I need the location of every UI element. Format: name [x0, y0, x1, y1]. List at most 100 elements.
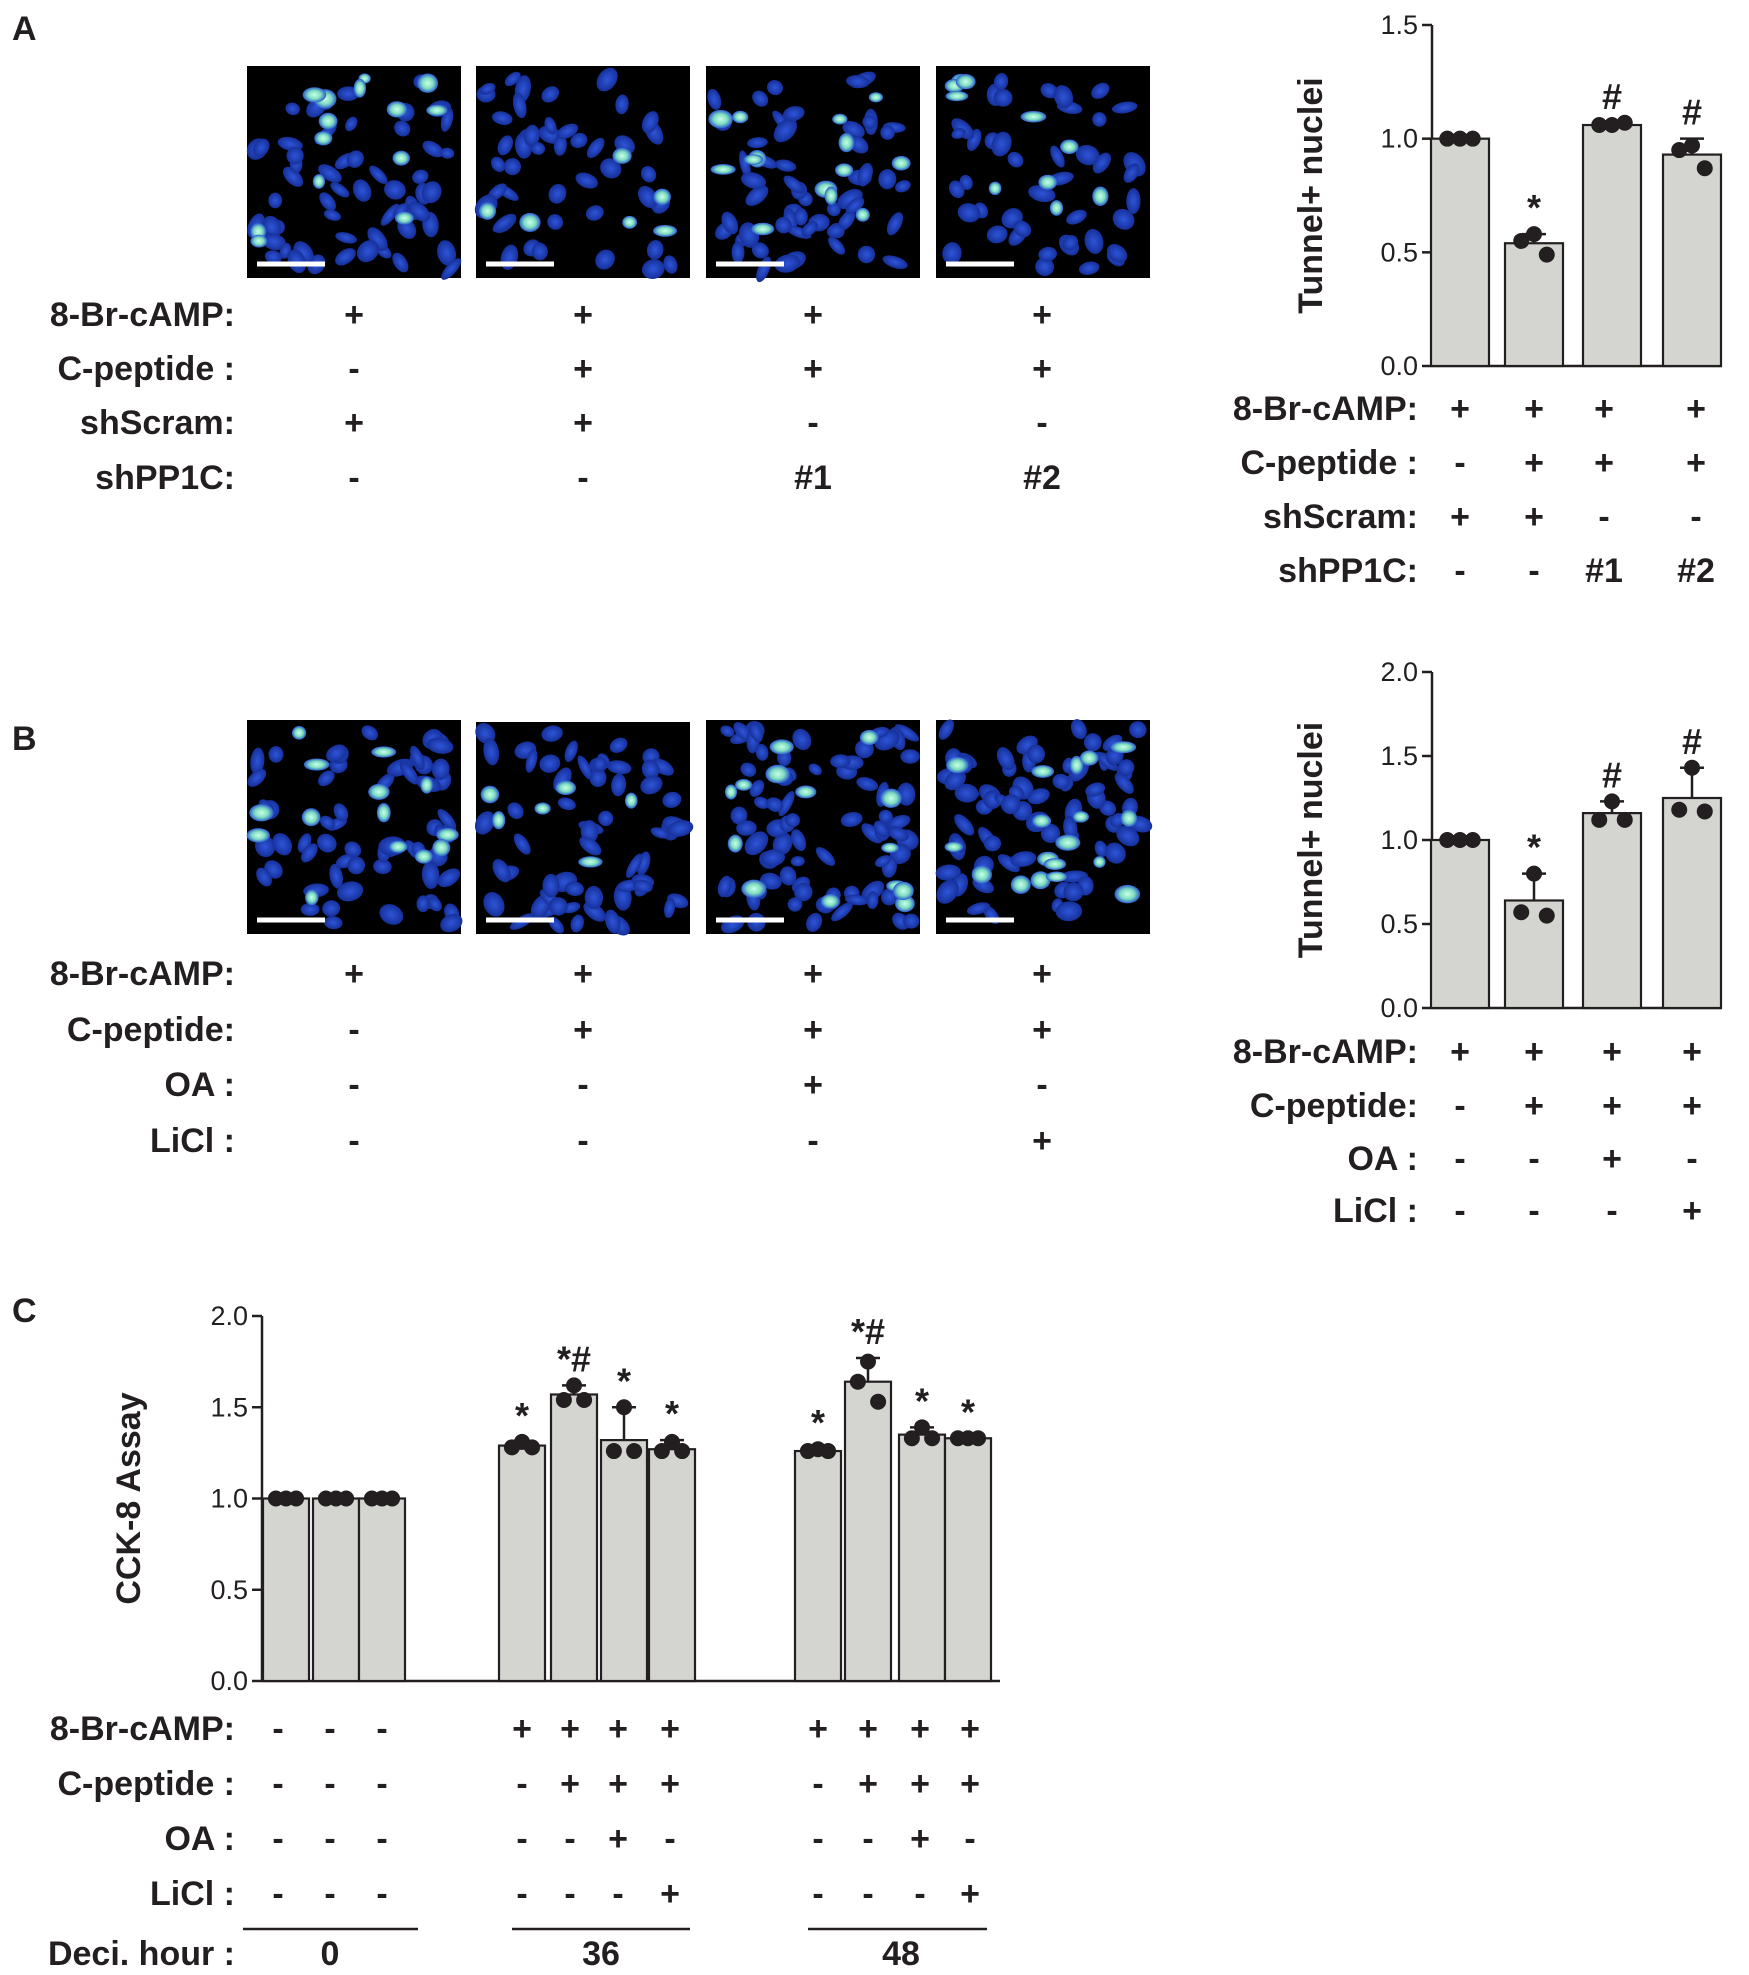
- nucleus: [283, 166, 304, 187]
- nucleus: [745, 185, 769, 206]
- nucleus: [1123, 163, 1140, 183]
- condition-value: +: [1032, 955, 1052, 993]
- condition-value: -: [272, 1765, 283, 1803]
- nucleus: [557, 797, 576, 811]
- tunel-positive-nucleus: [946, 756, 969, 774]
- nucleus: [936, 879, 959, 904]
- bar: [943, 1437, 993, 1683]
- nucleus: [957, 203, 981, 223]
- panel-b-letter: B: [12, 720, 37, 758]
- tunel-positive-nucleus: [741, 879, 767, 898]
- condition-value: +: [573, 404, 593, 442]
- nucleus: [641, 759, 660, 779]
- nucleus: [638, 185, 658, 209]
- nucleus: [1095, 751, 1119, 771]
- condition-value: +: [1524, 1087, 1544, 1125]
- condition-value: -: [1036, 404, 1047, 442]
- tunel-positive-nucleus: [891, 155, 911, 171]
- micrograph-b3: [706, 720, 920, 934]
- nucleus: [1117, 759, 1135, 777]
- data-point: [1696, 803, 1713, 820]
- nucleus: [1075, 144, 1100, 166]
- nucleus: [346, 150, 364, 168]
- nucleus: [399, 761, 419, 785]
- panel-c-chart: 0.0 0.5 1.0 1.5 2.0 CCK-8 Assay * *# * * * *# * *: [110, 1301, 1000, 1696]
- data-point: [949, 1430, 966, 1447]
- tunel-positive-nucleus: [578, 856, 603, 868]
- nucleus: [1063, 882, 1084, 902]
- nucleus: [367, 227, 388, 252]
- data-point: [1513, 232, 1530, 249]
- condition-value: -: [324, 1710, 335, 1748]
- tunel-positive-nucleus: [1010, 875, 1031, 894]
- nucleus: [317, 833, 337, 853]
- nucleus: [815, 847, 836, 866]
- tunel-positive-nucleus: [880, 788, 902, 808]
- nucleus: [882, 255, 908, 269]
- tunel-positive-nucleus: [988, 181, 1002, 196]
- data-point: [1591, 811, 1608, 828]
- condition-value: -: [376, 1765, 387, 1803]
- significance-label: *: [915, 1380, 929, 1421]
- nucleus: [268, 746, 284, 763]
- tunel-positive-nucleus: [1045, 871, 1068, 883]
- panel-c-conditions: 8-Br-cAMP: C-peptide : OA : LiCl : Deci.…: [48, 1710, 987, 1973]
- condition-value: +: [1602, 1140, 1622, 1178]
- tunel-positive-nucleus: [555, 780, 577, 796]
- nucleus: [831, 902, 853, 922]
- nucleus: [887, 826, 909, 842]
- c-row-label: C-peptide :: [57, 1765, 235, 1803]
- tunel-positive-nucleus: [653, 188, 671, 206]
- tunel-positive-nucleus: [1055, 834, 1081, 851]
- condition-value: -: [1686, 1140, 1697, 1178]
- nucleus: [1052, 773, 1071, 790]
- nucleus: [512, 92, 527, 119]
- tunel-positive-nucleus: [371, 746, 397, 758]
- b-row-label: LiCl :: [150, 1122, 235, 1160]
- nucleus: [250, 747, 265, 775]
- nucleus: [1063, 815, 1078, 841]
- nucleus: [794, 882, 813, 902]
- condition-value: +: [573, 1011, 593, 1049]
- condition-value: -: [1454, 1192, 1465, 1230]
- data-point: [849, 1373, 866, 1390]
- tunel-positive-nucleus: [534, 802, 551, 815]
- condition-value: +: [344, 404, 364, 442]
- tunel-positive-nucleus: [368, 783, 390, 800]
- bar: [1503, 242, 1565, 368]
- data-point: [1464, 130, 1481, 147]
- nucleus: [261, 233, 287, 251]
- tunel-positive-nucleus: [386, 101, 408, 118]
- condition-value: +: [660, 1765, 680, 1803]
- nucleus: [1085, 782, 1106, 797]
- tunel-positive-nucleus: [303, 758, 330, 771]
- data-point: [1616, 811, 1633, 828]
- condition-value: -: [577, 459, 588, 497]
- nucleus: [548, 897, 568, 916]
- nucleus: [285, 102, 300, 116]
- nucleus: [247, 768, 267, 787]
- tunel-positive-nucleus: [743, 154, 764, 165]
- nucleus: [345, 116, 358, 132]
- condition-value: #2: [1023, 459, 1061, 497]
- bar: [549, 1393, 599, 1683]
- nucleus: [1092, 112, 1107, 127]
- nucleus: [749, 779, 765, 797]
- nucleus: [262, 215, 282, 239]
- tunel-positive-nucleus: [353, 78, 367, 98]
- data-point: [1452, 130, 1468, 147]
- nucleus: [826, 223, 845, 238]
- condition-value: -: [812, 1820, 823, 1858]
- nucleus: [954, 783, 979, 803]
- condition-value: +: [560, 1765, 580, 1803]
- nucleus: [570, 914, 584, 933]
- b-chart-row-label: 8-Br-cAMP:: [1233, 1033, 1418, 1071]
- b-row-label: 8-Br-cAMP:: [50, 955, 235, 993]
- bar: [1661, 153, 1723, 368]
- nucleus: [426, 737, 454, 754]
- nucleus: [530, 142, 546, 155]
- nucleus: [565, 881, 584, 897]
- nucleus: [337, 881, 364, 902]
- condition-value: +: [1032, 296, 1052, 334]
- tunel-positive-nucleus: [394, 211, 414, 225]
